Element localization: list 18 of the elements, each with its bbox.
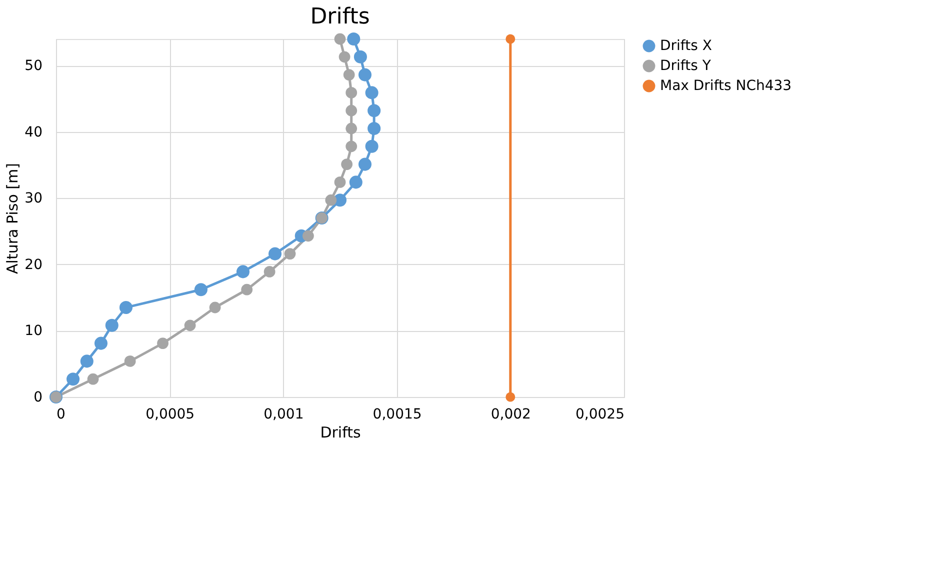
legend-label: Drifts X (660, 38, 712, 54)
chart-title: Drifts (310, 4, 370, 30)
legend-label: Drifts Y (660, 58, 712, 74)
x-axis-title: Drifts (320, 424, 361, 442)
x-tick-label: 0,0025 (576, 406, 624, 422)
y-tick-label: 50 (24, 58, 42, 74)
x-tick-label: 0,002 (490, 406, 531, 422)
x-tick-label: 0,0005 (146, 406, 195, 422)
y-axis-title: Altura Piso [m] (4, 163, 22, 274)
x-tick-label: 0 (56, 406, 66, 422)
y-tick-label: 0 (34, 390, 42, 406)
y-tick-label: 10 (24, 323, 42, 340)
legend-label: Max Drifts NCh433 (660, 78, 792, 94)
x-tick-label: 0,001 (264, 406, 304, 422)
y-tick-label: 20 (24, 256, 42, 273)
y-tick-label: 40 (24, 124, 42, 140)
x-tick-label: 0,0015 (372, 406, 422, 422)
y-tick-label: 30 (24, 190, 42, 207)
